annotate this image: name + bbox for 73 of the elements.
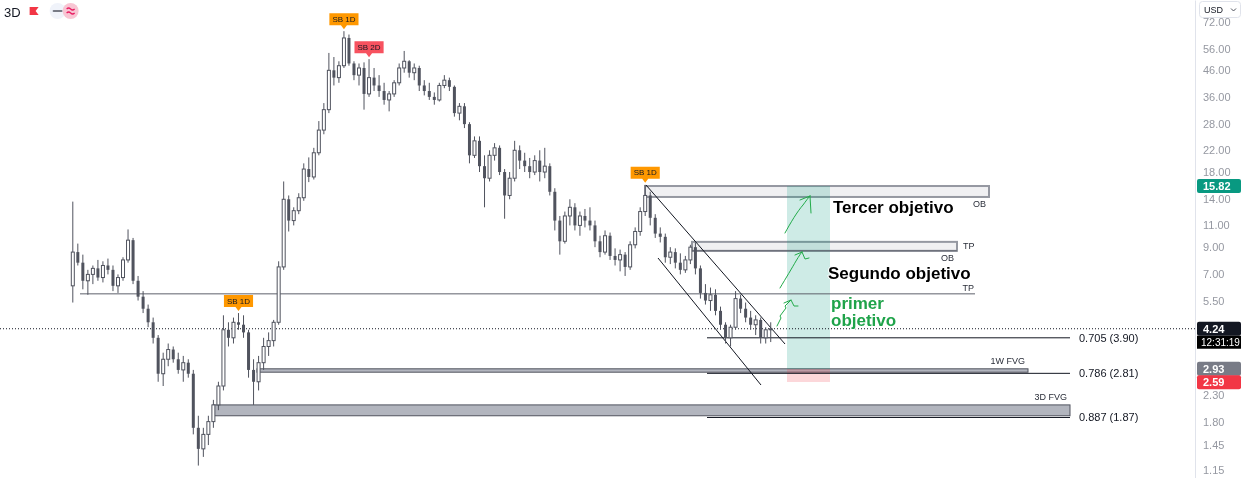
candlestick — [532, 154, 537, 176]
candlestick — [648, 191, 652, 226]
candlestick — [186, 358, 190, 379]
y-tick-label: 2.93 — [1203, 362, 1225, 375]
ref-line-label: 0.887 (1.87) — [1079, 411, 1139, 424]
candlestick — [146, 304, 150, 328]
y-tick-label: 11.00 — [1203, 219, 1230, 232]
candlestick — [653, 213, 657, 239]
candlestick — [136, 275, 140, 302]
candlestick — [708, 287, 713, 312]
annotation: SB 2D — [357, 42, 381, 52]
candlestick — [231, 317, 236, 345]
candlestick — [608, 232, 612, 261]
candlestick — [593, 220, 597, 248]
annotation: Segundo objetivo — [828, 263, 971, 283]
band-label: 3D FVG — [1034, 391, 1067, 402]
candlestick — [352, 60, 356, 81]
candlestick — [768, 321, 773, 343]
candlestick — [719, 306, 723, 331]
chart-title: 3D — [4, 4, 21, 20]
y-tick-label: 28.00 — [1203, 118, 1231, 131]
y-tick-label: 1.45 — [1203, 439, 1225, 452]
y-tick-label: 22.00 — [1203, 144, 1231, 157]
candlestick — [90, 264, 95, 285]
y-tick-label: 7.00 — [1203, 268, 1225, 281]
annotation: SB 1D — [633, 168, 657, 178]
y-tick-label: 15.82 — [1203, 180, 1231, 193]
candlestick — [744, 302, 748, 323]
text: 12:31:19 — [1201, 336, 1241, 348]
y-tick-label: 4.24 — [1203, 322, 1226, 335]
candlestick — [577, 211, 582, 237]
y-tick-label: 1.80 — [1203, 415, 1225, 428]
annotation: SB 1D — [332, 14, 356, 24]
y-tick-label: 2.30 — [1203, 389, 1225, 402]
y-axis-title: USD — [1204, 5, 1224, 15]
y-tick-label: 14.00 — [1203, 193, 1231, 206]
y-tick-label: 72.00 — [1203, 15, 1231, 28]
y-tick-label: 18.00 — [1203, 166, 1231, 179]
y-tick-label: 46.00 — [1203, 64, 1231, 77]
candlestick — [100, 260, 105, 283]
annotation: primer objetivo — [831, 293, 897, 329]
candlestick — [558, 215, 562, 256]
annotation: SB 1D — [226, 296, 251, 306]
band-label: OB — [972, 198, 986, 209]
candlestick — [749, 310, 753, 331]
band-label: OB — [940, 252, 954, 263]
candlestick — [673, 247, 677, 269]
candlestick — [618, 249, 623, 272]
candlestick — [242, 314, 246, 339]
candlestick — [151, 317, 155, 345]
y-tick-label: 5.50 — [1203, 294, 1225, 307]
ref-line-label: TP — [962, 282, 974, 293]
y-tick-label: 36.00 — [1203, 90, 1231, 103]
ref-line-label: 0.786 (2.81) — [1079, 367, 1139, 380]
candlestick — [181, 355, 186, 383]
ref-line-label: TP — [963, 240, 975, 251]
candlestick — [367, 58, 372, 98]
candlestick — [377, 74, 381, 98]
candlestick — [528, 157, 532, 179]
ref-line-label: 0.705 (3.90) — [1079, 331, 1139, 344]
annotation: Tercer objetivo — [833, 197, 954, 217]
y-tick-label: 56.00 — [1203, 43, 1231, 56]
candlestick — [603, 229, 608, 256]
candlestick — [357, 62, 361, 86]
y-tick-label: 9.00 — [1203, 241, 1225, 254]
candlestick — [753, 314, 758, 336]
band-label: 1W FVG — [990, 355, 1025, 366]
candlestick — [417, 65, 421, 92]
candlestick — [81, 254, 85, 290]
candlestick — [141, 290, 145, 314]
y-tick-label: 1.15 — [1203, 464, 1225, 477]
y-tick-label: 2.59 — [1203, 376, 1225, 389]
candlestick — [111, 264, 115, 292]
